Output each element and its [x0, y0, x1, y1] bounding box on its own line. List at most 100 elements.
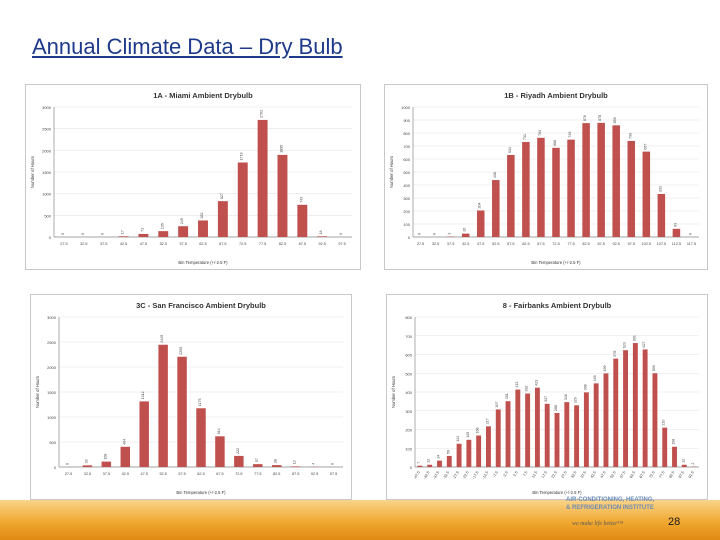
chart-riyadh-bar: [612, 125, 620, 237]
miami-chart: 1A - Miami Ambient Drybulb 0 500 1000 1500 20…: [30, 91, 352, 265]
chart-san-francisco-data-label: 4: [312, 463, 316, 465]
chart-miami-data-label: 71: [140, 228, 144, 232]
chart-riyadh-y-tick-label: 800: [403, 131, 410, 136]
chart-san-francisco-bar: [234, 455, 244, 467]
chart-riyadh-x-tick-label: 82.5: [582, 242, 589, 246]
chart-san-francisco-x-tick-label: 87.5: [292, 472, 299, 476]
chart-fairbanks-bar: [632, 343, 638, 467]
chart-riyadh-x-tick-label: 97.5: [628, 242, 635, 246]
chart-riyadh-y-tick-label: 700: [403, 144, 410, 149]
chart-fairbanks-x-tick-label: 2.5: [513, 471, 519, 478]
chart-riyadh-bar: [476, 210, 485, 237]
chart-miami-y-tick-label: 1000: [42, 192, 52, 197]
fairbanks-chart: 8 - Fairbanks Ambient Drybulb 0 100 200 300 4…: [391, 301, 699, 495]
chart-riyadh-bar: [657, 193, 666, 237]
chart-fairbanks-data-label: 500: [652, 365, 656, 371]
chart-miami-x-tick-label: 87.5: [299, 242, 306, 246]
chart-fairbanks-bar: [446, 455, 452, 467]
chart-fairbanks-data-label: 578: [613, 351, 617, 357]
chart-riyadh-y-tick-label: 0: [408, 235, 411, 240]
chart-san-francisco-y-axis-label: Number of Hours: [35, 376, 40, 408]
chart-fairbanks-x-tick-label: 17.5: [541, 471, 548, 479]
chart-riyadh-data-label: 686: [553, 140, 557, 146]
chart-san-francisco-bar: [82, 465, 93, 467]
chart-san-francisco-x-tick-label: 37.5: [103, 472, 110, 476]
footer-brand: AIR-CONDITIONING, HEATING, & REFRIGERATI…: [566, 496, 686, 512]
chart-fairbanks-bar: [534, 387, 540, 467]
chart-fairbanks-data-label: 217: [485, 418, 489, 424]
chart-riyadh-y-tick-label: 900: [403, 118, 410, 123]
chart-san-francisco-y-tick-label: 500: [49, 440, 56, 445]
chart-miami-data-label: 17: [121, 230, 125, 234]
chart-san-francisco-data-label: 404: [122, 439, 126, 445]
chart-fairbanks-x-tick-label: 67.5: [639, 471, 646, 479]
chart-miami-x-tick-label: 67.5: [219, 242, 226, 246]
chart-san-francisco-bar: [139, 401, 149, 467]
chart-fairbanks-bar: [613, 358, 619, 467]
chart-fairbanks-bar: [623, 350, 628, 467]
chart-fairbanks-data-label: 398: [583, 384, 587, 390]
chart-san-francisco-y-tick-label: 2500: [47, 340, 57, 345]
chart-san-francisco-data-label: 2205: [179, 347, 183, 355]
chart-fairbanks-data-label: 661: [632, 335, 636, 341]
chart-miami-data-label: 0: [101, 233, 105, 235]
chart-riyadh-y-tick-label: 300: [403, 196, 410, 201]
chart-panel-miami: 1A - Miami Ambient Drybulb 0 500 1000 1500 20…: [25, 84, 361, 270]
chart-fairbanks-bar: [593, 383, 599, 467]
chart-miami-x-tick-label: 57.5: [179, 242, 186, 246]
chart-fairbanks-y-tick-label: 400: [405, 390, 412, 395]
chart-san-francisco-bar: [272, 465, 282, 467]
chart-san-francisco-bar: [120, 446, 130, 467]
chart-riyadh-bar: [582, 123, 590, 237]
chart-riyadh-data-label: 878: [598, 115, 602, 121]
chart-san-francisco-bar: [177, 356, 187, 467]
chart-miami-bar: [257, 119, 268, 237]
chart-san-francisco-y-tick-label: 3000: [47, 315, 57, 320]
chart-fairbanks-y-tick-label: 700: [405, 334, 412, 339]
page-number: 28: [668, 516, 681, 528]
chart-fairbanks-bar: [574, 405, 580, 467]
chart-fairbanks-bar: [662, 427, 668, 467]
chart-fairbanks-data-label: 59: [446, 450, 450, 454]
chart-fairbanks-x-tick-label: 7.5: [522, 471, 528, 478]
chart-san-francisco-y-tick-label: 0: [54, 465, 57, 470]
chart-miami-x-tick-label: 37.5: [100, 242, 107, 246]
chart-fairbanks-data-label: 627: [642, 341, 646, 347]
chart-fairbanks-x-tick-label: -32.5: [442, 471, 450, 480]
footer-tagline: we make life better™: [572, 521, 624, 527]
chart-miami-y-tick-label: 1500: [42, 170, 52, 175]
chart-riyadh-x-tick-label: 32.5: [432, 242, 439, 246]
chart-miami-bar: [297, 204, 308, 237]
chart-san-francisco-bar: [215, 436, 225, 467]
chart-fairbanks-bar: [652, 373, 658, 467]
chart-riyadh-x-tick-label: 57.5: [507, 242, 514, 246]
chart-fairbanks-y-tick-label: 100: [405, 446, 412, 451]
chart-riyadh-bar: [627, 140, 636, 237]
chart-fairbanks-x-tick-label: 77.5: [658, 471, 665, 479]
chart-fairbanks-data-label: 392: [525, 386, 529, 392]
chart-riyadh-data-label: 631: [508, 147, 512, 153]
chart-miami-data-label: 827: [220, 193, 224, 199]
chart-riyadh-bar: [492, 180, 500, 237]
chart-miami-bar: [118, 236, 129, 237]
chart-fairbanks-x-tick-label: -42.5: [423, 471, 431, 480]
chart-riyadh-x-tick-label: 117.5: [687, 242, 696, 246]
chart-riyadh-data-label: 859: [613, 117, 617, 123]
chart-fairbanks-x-tick-label: -17.5: [472, 471, 480, 480]
chart-riyadh-bar: [522, 141, 530, 237]
chart-riyadh-bar: [672, 228, 681, 237]
chart-fairbanks-bar: [437, 460, 442, 467]
chart-san-francisco-bar: [101, 461, 112, 467]
chart-riyadh-data-label: 876: [583, 115, 587, 121]
chart-riyadh-bar: [597, 122, 605, 237]
chart-fairbanks-bar: [427, 464, 433, 467]
chart-fairbanks-x-tick-label: 42.5: [590, 471, 597, 479]
chart-fairbanks-data-label: 7: [417, 462, 421, 464]
chart-fairbanks-bar: [515, 389, 521, 467]
chart-fairbanks-data-label: 2: [691, 463, 695, 465]
riyadh-chart: 1B - Riyadh Ambient Drybulb0100200300400…: [389, 91, 699, 265]
chart-fairbanks-data-label: 423: [534, 380, 538, 386]
chart-fairbanks-x-tick-label: 72.5: [649, 471, 656, 479]
chart-fairbanks-bar: [554, 413, 560, 467]
chart-fairbanks-bar: [672, 446, 677, 467]
